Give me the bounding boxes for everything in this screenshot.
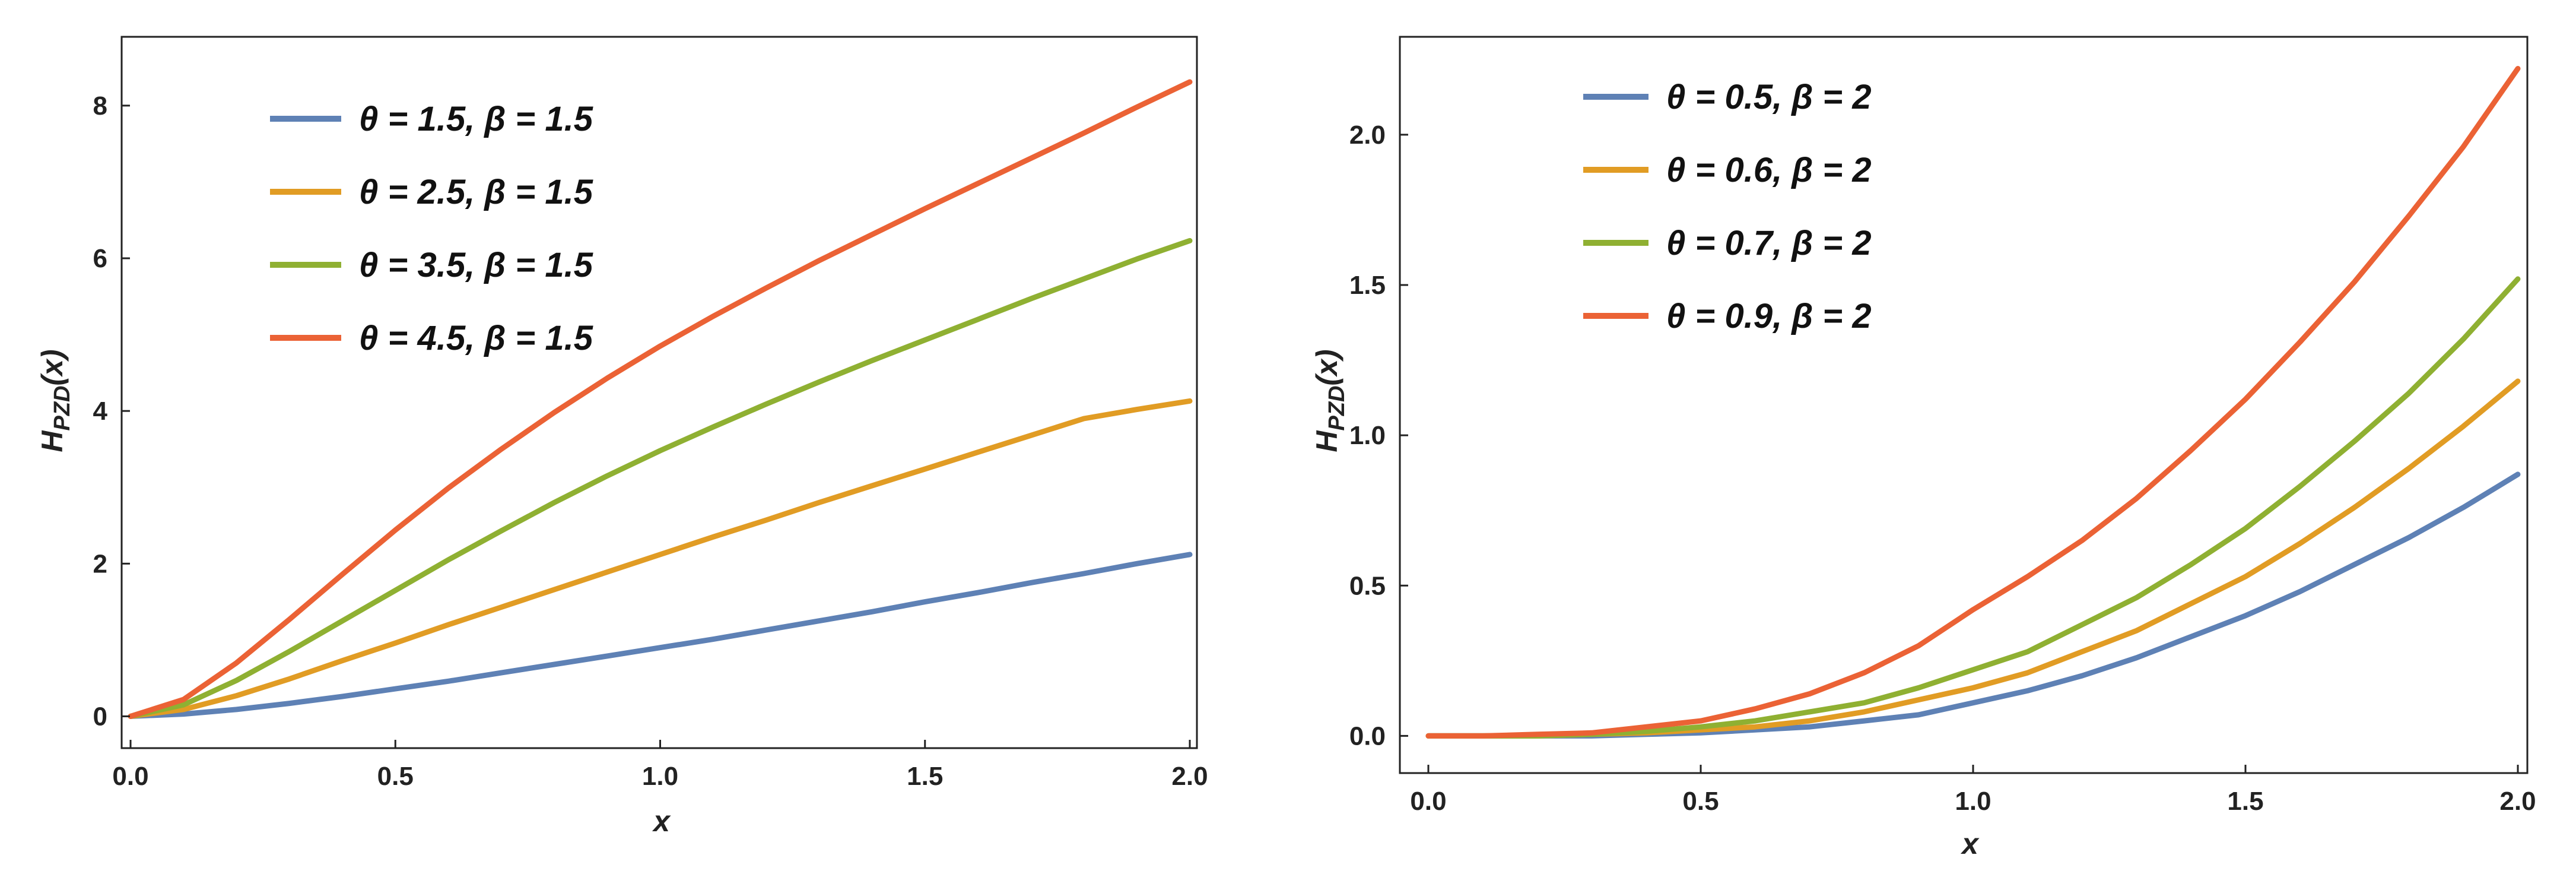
y-tick-label-left: 8	[93, 91, 107, 121]
y-tick-label-left: 0	[93, 702, 107, 731]
x-tick-label-right: 1.5	[2227, 787, 2263, 816]
y-tick-label-right: 2.0	[1349, 121, 1386, 150]
x-tick-label-right: 2.0	[2499, 787, 2536, 816]
x-axis-label-left: x	[652, 805, 671, 838]
y-tick-label-right: 0.0	[1349, 721, 1386, 750]
legend-left: θ = 1.5, β = 1.5 θ = 2.5, β = 1.5 θ = 3.5,…	[270, 100, 593, 357]
y-tick-label-left: 4	[93, 397, 108, 426]
legend-label-left-2: θ = 3.5, β = 1.5	[359, 246, 593, 284]
series-line-left-1	[128, 398, 1193, 719]
chart-right: 0.0 0.5 1.0 1.5 2.0 0.0 0.5 1.0 1.5 2.0 θ = 0.5, …	[1310, 36, 2536, 860]
y-tick-label-left: 6	[93, 244, 107, 273]
plot-frame-right	[1399, 36, 2529, 774]
x-tick-label-left: 1.5	[907, 762, 943, 791]
legend-label-right-0: θ = 0.5, β = 2	[1666, 78, 1872, 116]
series-line-left-0	[128, 552, 1193, 719]
legend-label-right-2: θ = 0.7, β = 2	[1666, 224, 1872, 262]
y-tick-label-right: 0.5	[1349, 571, 1386, 600]
series-line-right-1	[1425, 378, 2521, 739]
legend-label-left-0: θ = 1.5, β = 1.5	[359, 100, 593, 138]
x-tick-label-left: 0.0	[112, 762, 148, 791]
legend-label-left-1: θ = 2.5, β = 1.5	[359, 173, 593, 211]
legend-label-left-3: θ = 4.5, β = 1.5	[359, 319, 593, 357]
x-tick-label-left: 1.0	[642, 762, 678, 791]
x-tick-label-left: 2.0	[1171, 762, 1208, 791]
ticks-left: 0.0 0.5 1.0 1.5 2.0 0 2 4 6 8	[93, 91, 1208, 791]
series-line-right-3	[1425, 66, 2521, 739]
y-tick-label-right: 1.5	[1349, 271, 1386, 300]
series-line-left-2	[128, 238, 1193, 719]
x-tick-label-right: 1.0	[1955, 787, 1991, 816]
legend-label-right-3: θ = 0.9, β = 2	[1666, 297, 1872, 335]
plot-frame-left	[120, 36, 1198, 749]
x-tick-label-right: 0.0	[1410, 787, 1446, 816]
y-axis-label-left: HPZD(x)	[36, 349, 75, 452]
legend-right: θ = 0.5, β = 2 θ = 0.6, β = 2 θ = 0.7, β =…	[1583, 78, 1872, 335]
x-tick-label-left: 0.5	[377, 762, 414, 791]
series-group-right	[1425, 66, 2521, 739]
y-axis-label-right: HPZD(x)	[1310, 349, 1349, 452]
ticks-right: 0.0 0.5 1.0 1.5 2.0 0.0 0.5 1.0 1.5 2.0	[1349, 121, 2536, 816]
y-tick-label-left: 2	[93, 549, 107, 578]
legend-label-right-1: θ = 0.6, β = 2	[1666, 151, 1872, 189]
y-tick-label-right: 1.0	[1349, 421, 1386, 450]
x-axis-label-right: x	[1960, 827, 1980, 860]
series-line-right-0	[1425, 471, 2521, 739]
series-line-left-3	[128, 79, 1193, 719]
x-tick-label-right: 0.5	[1682, 787, 1719, 816]
series-group-left	[128, 79, 1193, 719]
